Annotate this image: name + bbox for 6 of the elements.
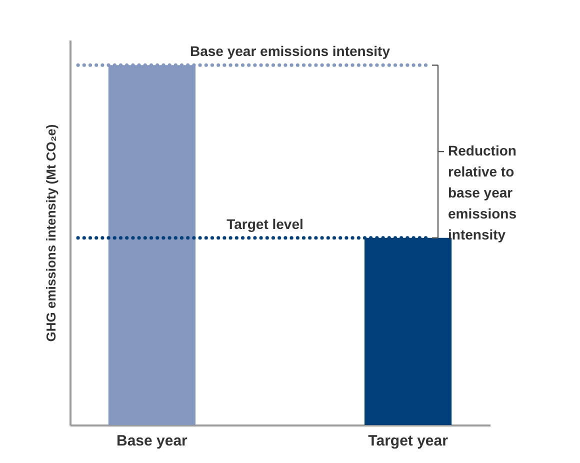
ref-line-label: Target level [226,216,304,232]
text: Reduction relative to base year emissions intensity [448,142,517,243]
x-tick-label: Target year [368,432,448,450]
y-axis-title: GHG emissions intensity (Mt CO₂e) [44,124,58,342]
x-tick-label: Base year [116,432,188,450]
ref-line-label: Base year emissions intensity [190,43,390,60]
